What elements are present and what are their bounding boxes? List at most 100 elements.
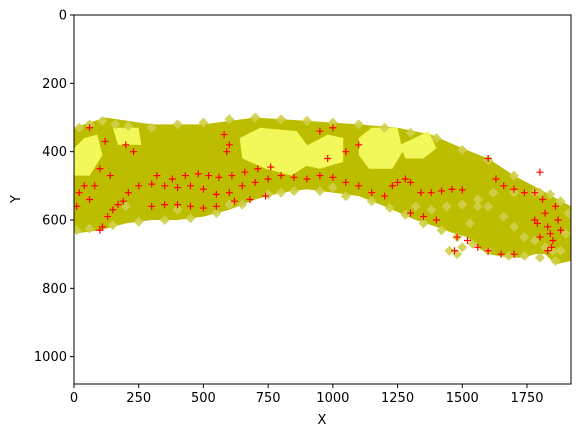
cross-marker xyxy=(329,124,337,132)
cross-marker xyxy=(228,172,236,180)
cross-marker xyxy=(212,202,220,210)
cross-marker xyxy=(417,189,425,197)
cross-marker xyxy=(86,196,94,203)
diamond-marker xyxy=(107,220,118,231)
cross-marker xyxy=(463,237,471,244)
cross-marker xyxy=(448,185,456,193)
cross-marker xyxy=(551,202,559,210)
cross-marker xyxy=(324,155,332,162)
diamond-marker xyxy=(84,223,95,234)
cross-marker xyxy=(153,172,161,180)
cross-marker xyxy=(316,127,324,135)
cross-marker xyxy=(510,250,518,258)
diamond-marker xyxy=(560,228,571,239)
cross-marker xyxy=(484,155,492,162)
cross-marker xyxy=(122,141,130,149)
y-axis-label: Y xyxy=(9,195,24,204)
cross-marker xyxy=(101,137,109,145)
cross-marker xyxy=(544,223,552,231)
x-axis: 0 250 500 750 1000 1250 1500 1750 xyxy=(70,384,544,406)
x-tick-label: 0 xyxy=(70,391,78,406)
diamond-marker xyxy=(410,201,421,212)
cross-marker xyxy=(427,189,435,197)
diamond-marker xyxy=(431,133,442,143)
diamond-marker xyxy=(418,218,429,229)
diamond-marker xyxy=(276,114,287,125)
cross-marker xyxy=(194,170,202,178)
diamond-marker xyxy=(146,122,157,133)
diamond-marker xyxy=(327,117,338,128)
cross-marker xyxy=(119,197,127,205)
y-tick-label: 1000 xyxy=(34,350,67,365)
diamond-marker xyxy=(529,235,540,246)
x-tick-label: 500 xyxy=(191,391,216,406)
diamond-marker xyxy=(224,114,235,125)
cross-marker xyxy=(174,184,182,192)
cross-marker xyxy=(474,243,482,251)
y-tick-label: 400 xyxy=(42,145,67,160)
diamond-marker xyxy=(472,194,483,205)
cross-marker xyxy=(342,148,350,156)
diamond-marker xyxy=(441,201,452,212)
cross-marker xyxy=(148,180,156,188)
x-tick-label: 1500 xyxy=(446,391,479,406)
cross-marker xyxy=(520,189,528,197)
x-tick-label: 1750 xyxy=(510,391,543,406)
diamond-marker xyxy=(133,216,144,227)
diamond-marker xyxy=(534,187,545,198)
cross-marker xyxy=(225,141,233,149)
cross-marker xyxy=(541,209,549,217)
cross-marker xyxy=(199,185,207,193)
cross-marker xyxy=(419,213,427,221)
y-tick-label: 0 xyxy=(59,9,67,24)
diamond-marker xyxy=(123,121,134,132)
y-tick-label: 200 xyxy=(42,77,67,92)
diamond-marker xyxy=(519,250,530,261)
diamond-marker xyxy=(405,127,416,138)
y-tick-label: 600 xyxy=(42,214,67,229)
diamond-marker xyxy=(457,199,468,210)
cross-marker xyxy=(215,173,223,181)
cross-marker xyxy=(104,213,112,221)
cross-marker xyxy=(355,182,363,190)
diamond-marker xyxy=(483,201,494,212)
diamond-marker xyxy=(198,117,209,128)
bright-region xyxy=(239,127,307,176)
diamond-marker xyxy=(488,187,499,198)
plot-frame xyxy=(73,14,572,385)
cross-marker xyxy=(220,131,228,139)
diamond-marker xyxy=(444,245,455,256)
cross-marker xyxy=(381,192,389,200)
diamond-marker xyxy=(457,242,468,253)
cross-marker xyxy=(539,196,547,203)
x-tick-label: 1000 xyxy=(316,391,349,406)
diamond-marker xyxy=(519,232,530,243)
diamond-marker xyxy=(384,203,395,214)
cross-marker xyxy=(497,250,505,258)
diamond-marker xyxy=(547,245,558,256)
cross-marker xyxy=(91,182,99,190)
diamond-marker xyxy=(211,208,222,219)
cross-marker xyxy=(223,148,231,156)
x-tick-label: 1250 xyxy=(381,391,414,406)
diamond-marker xyxy=(426,204,437,215)
diamond-marker xyxy=(503,250,514,261)
cross-marker xyxy=(438,187,446,195)
cross-marker xyxy=(148,202,156,210)
cross-marker xyxy=(225,189,233,197)
cross-marker xyxy=(241,168,249,176)
cross-marker xyxy=(355,141,363,149)
diamond-marker xyxy=(172,204,183,215)
cross-marker xyxy=(98,223,106,231)
diamond-marker xyxy=(172,119,183,130)
cross-marker xyxy=(316,172,324,180)
diamond-marker xyxy=(159,215,170,225)
cross-marker xyxy=(432,216,440,224)
cross-marker xyxy=(230,197,238,205)
cross-marker xyxy=(329,173,337,181)
cross-marker xyxy=(531,216,539,224)
diamond-marker xyxy=(555,196,566,207)
y-tick-label: 800 xyxy=(42,282,67,297)
diamond-marker xyxy=(237,199,248,210)
